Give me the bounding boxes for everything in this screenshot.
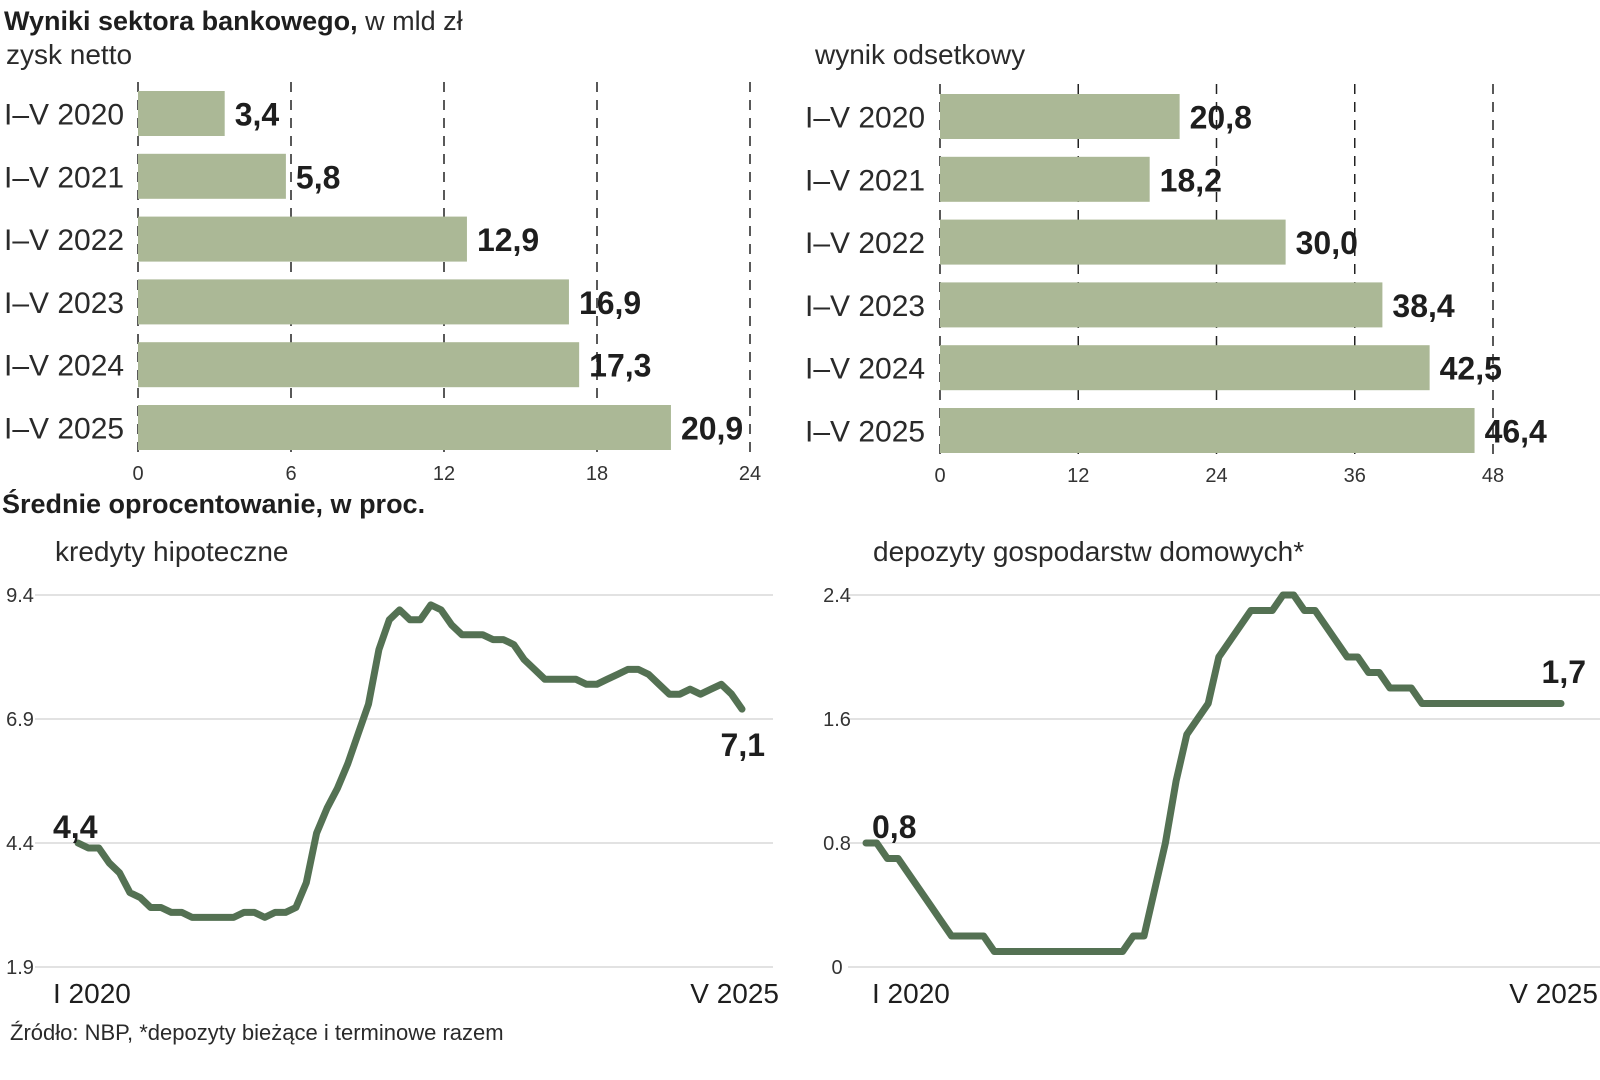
x-start-label: I 2020 (53, 978, 131, 1009)
y-tick-label: 9.4 (6, 585, 34, 607)
x-tick-label: 0 (934, 465, 945, 487)
bar (138, 91, 225, 136)
x-tick-label: 6 (285, 463, 296, 485)
x-start-label: I 2020 (872, 978, 950, 1009)
value-label: 20,8 (1190, 100, 1252, 136)
bar (138, 153, 286, 199)
category-label: I–V 2024 (805, 353, 925, 386)
y-tick-label: 2.4 (823, 585, 851, 607)
start-value-label: 0,8 (872, 809, 916, 845)
line-chart-mortgage-rates: kredyty hipoteczne 1.9 4.4 6.9 9.4 4,4 7,1 I 20… (6, 536, 779, 1009)
value-label: 20,9 (681, 411, 743, 447)
source-note: Źródło: NBP, *depozyty bieżące i termino… (10, 1020, 504, 1045)
category-label: I–V 2022 (805, 227, 925, 260)
category-label: I–V 2021 (805, 164, 925, 197)
y-tick-label: 1.9 (6, 957, 34, 979)
x-tick-label: 48 (1482, 465, 1504, 487)
bar-chart-interest-income: wynik odsetkowy 0 12 24 36 48 I–V 2020 20,8 I–V … (805, 39, 1547, 487)
bar (940, 408, 1475, 453)
value-label: 17,3 (589, 348, 651, 384)
chart-subtitle: zysk netto (6, 39, 132, 70)
main-title-bold: Wyniki sektora bankowego, (4, 6, 358, 36)
value-label: 16,9 (579, 285, 641, 321)
value-label: 30,0 (1296, 225, 1358, 261)
main-title: Wyniki sektora bankowego, w mld zł (4, 6, 463, 36)
value-label: 38,4 (1392, 288, 1454, 324)
chart-subtitle: depozyty gospodarstw domowych* (873, 536, 1304, 567)
bar (940, 282, 1383, 328)
category-label: I–V 2022 (4, 224, 124, 257)
main-title-unit: w mld zł (358, 6, 463, 36)
category-label: I–V 2020 (4, 99, 124, 132)
section-title-interest-rates: Średnie oprocentowanie, w proc. (2, 488, 425, 519)
category-label: I–V 2023 (4, 287, 124, 320)
x-end-label: V 2025 (1509, 978, 1598, 1009)
x-tick-label: 36 (1344, 465, 1366, 487)
bar (138, 405, 671, 450)
category-label: I–V 2025 (805, 416, 925, 449)
series-line (74, 601, 746, 921)
bar (138, 216, 467, 262)
y-tick-label: 4.4 (6, 833, 34, 855)
end-value-label: 1,7 (1542, 654, 1586, 690)
y-tick-label: 0 (831, 957, 842, 979)
value-label: 12,9 (477, 222, 539, 258)
category-label: I–V 2020 (805, 102, 925, 135)
bar (940, 156, 1150, 202)
x-tick-label: 24 (739, 463, 761, 485)
start-value-label: 4,4 (53, 809, 98, 845)
bar (138, 279, 569, 325)
x-tick-label: 12 (433, 463, 455, 485)
x-tick-label: 24 (1205, 465, 1227, 487)
x-end-label: V 2025 (690, 978, 779, 1009)
category-label: I–V 2024 (4, 350, 124, 383)
bar (940, 94, 1180, 139)
bar (138, 342, 580, 388)
x-tick-label: 18 (586, 463, 608, 485)
value-label: 3,4 (235, 97, 280, 133)
series-line (862, 591, 1565, 955)
value-label: 42,5 (1440, 351, 1502, 387)
end-value-label: 7,1 (721, 727, 765, 763)
bar (940, 219, 1286, 265)
y-tick-label: 6.9 (6, 709, 34, 731)
value-label: 5,8 (296, 159, 340, 195)
line-chart-household-deposits: depozyty gospodarstw domowych* 0 0.8 1.6 2.4… (823, 536, 1600, 1009)
bar (940, 345, 1430, 391)
chart-subtitle: wynik odsetkowy (814, 39, 1025, 70)
y-tick-label: 1.6 (823, 709, 851, 731)
value-label: 18,2 (1160, 162, 1222, 198)
y-tick-label: 0.8 (823, 833, 851, 855)
chart-subtitle: kredyty hipoteczne (55, 536, 288, 567)
bar-chart-net-profit: zysk netto 0 6 12 18 24 I–V 2020 3,4 I–V 2021 5,8… (4, 39, 761, 485)
x-tick-label: 0 (132, 463, 143, 485)
category-label: I–V 2025 (4, 413, 124, 446)
value-label: 46,4 (1485, 414, 1547, 450)
category-label: I–V 2023 (805, 290, 925, 323)
x-tick-label: 12 (1067, 465, 1089, 487)
category-label: I–V 2021 (4, 161, 124, 194)
